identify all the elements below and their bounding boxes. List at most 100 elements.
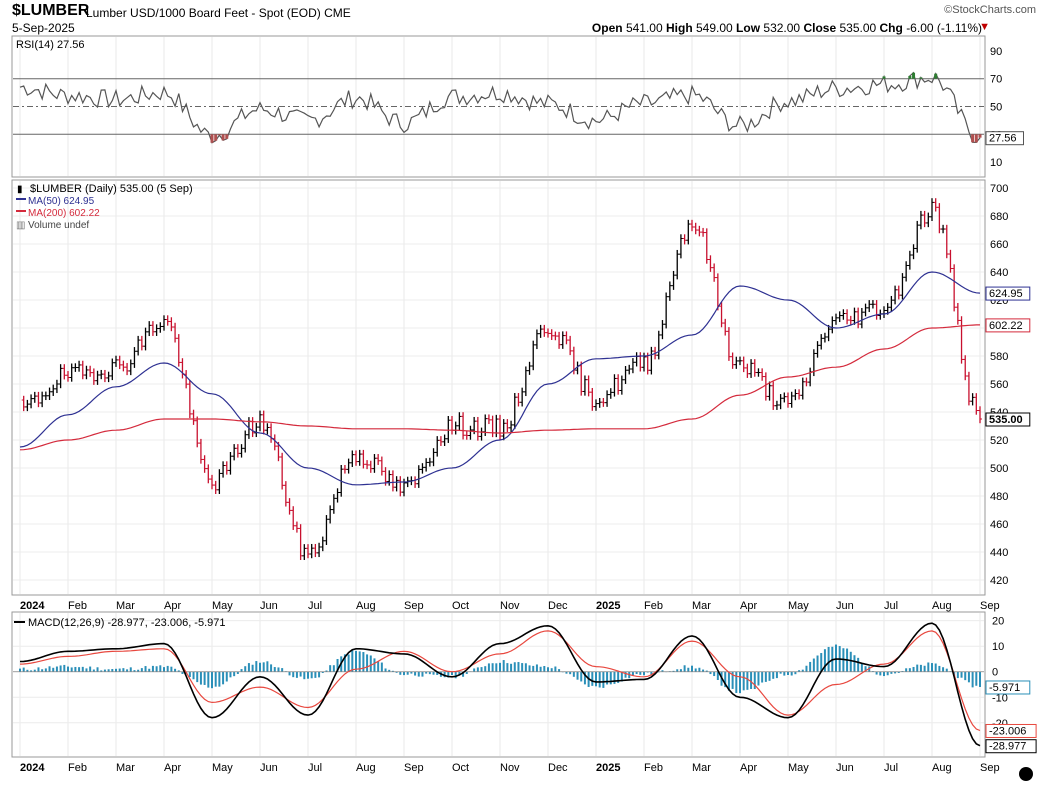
ma200-legend: MA(200) 602.22 <box>28 208 100 219</box>
x-tick-label-mid: Jun <box>260 600 278 612</box>
price-series <box>19 198 982 561</box>
axis-labels: 9070503010700680660640620600580560540520… <box>20 46 1037 774</box>
macd-series <box>13 622 984 747</box>
high-label: High <box>665 21 693 35</box>
x-tick-label-mid: Mar <box>116 600 135 612</box>
macd-last-value: -28.977 <box>989 741 1026 753</box>
candlestick-icon: ▮ <box>17 184 23 195</box>
chart-date: 5-Sep-2025 <box>12 21 75 35</box>
description-text: Lumber USD/1000 Board Feet - Spot (EOD) <box>86 6 321 20</box>
ma200-last-value: 602.22 <box>989 320 1023 332</box>
ma50-last-value-box <box>985 286 1031 301</box>
close-label: Close <box>803 21 837 35</box>
rsi-tick-label: 70 <box>990 74 1002 86</box>
x-tick-label-mid: Mar <box>692 600 711 612</box>
x-tick-label-bottom: Apr <box>740 762 757 774</box>
x-tick-label-bottom: Oct <box>452 762 469 774</box>
x-tick-label-mid: Aug <box>356 600 376 612</box>
x-tick-label-mid: Feb <box>644 600 663 612</box>
x-tick-label-bottom: Sep <box>980 762 1000 774</box>
x-tick-label-bottom: May <box>788 762 809 774</box>
x-tick-label-mid: May <box>212 600 233 612</box>
x-tick-label-mid: Apr <box>740 600 757 612</box>
price-tick-label: 440 <box>990 547 1008 559</box>
rsi-tick-label: 90 <box>990 46 1002 58</box>
exchange-text: CME <box>324 6 351 20</box>
x-tick-label-bottom: Mar <box>116 762 135 774</box>
low-label: Low <box>736 21 761 35</box>
x-tick-label-bottom: 2024 <box>20 762 45 774</box>
x-tick-label-mid: Nov <box>500 600 520 612</box>
macd-last-value-box <box>985 739 1037 754</box>
chg-down-icon: ▼ <box>979 21 990 33</box>
x-tick-label-mid: 2024 <box>20 600 45 612</box>
macd-tick-label: 10 <box>992 641 1004 653</box>
ma50-line <box>19 271 981 486</box>
volume-bars-icon: ▥ <box>16 220 25 231</box>
ma200-last-value-box <box>985 318 1031 333</box>
x-tick-label-bottom: Aug <box>932 762 952 774</box>
macd-signal-last-value-box <box>985 723 1037 738</box>
close-value: 535.00 <box>839 21 877 35</box>
x-tick-label-bottom: 2025 <box>596 762 620 774</box>
price-tick-label: 660 <box>990 239 1008 251</box>
x-tick-label-mid: Oct <box>452 600 469 612</box>
price-tick-label: 480 <box>990 491 1008 503</box>
x-tick-label-bottom: Jun <box>260 762 278 774</box>
x-tick-label-mid: Apr <box>164 600 181 612</box>
x-tick-label-bottom: Apr <box>164 762 181 774</box>
chg-label: Chg <box>879 21 903 35</box>
x-tick-label-mid: Feb <box>68 600 87 612</box>
x-tick-label-bottom: Dec <box>548 762 568 774</box>
chart-grid <box>13 37 984 756</box>
macd-legend-swatch <box>14 621 25 623</box>
price-tick-label: 580 <box>990 351 1008 363</box>
ohlc-summary: Open 541.00 High 549.00 Low 532.00 Close… <box>592 21 982 35</box>
x-tick-label-bottom: Feb <box>68 762 87 774</box>
chg-value: -6.00 (-1.11%) <box>906 21 982 35</box>
price-tick-label: 560 <box>990 379 1008 391</box>
rsi-last-value: 27.56 <box>989 133 1017 145</box>
x-tick-label-mid: Dec <box>548 600 568 612</box>
rsi-line <box>19 71 981 144</box>
x-tick-label-bottom: Jul <box>884 762 898 774</box>
macd-line <box>19 622 981 747</box>
price-tick-label: 420 <box>990 575 1008 587</box>
x-tick-label-mid: Jul <box>884 600 898 612</box>
price-tick-label: 700 <box>990 183 1008 195</box>
price-panel-frame <box>11 179 986 596</box>
rsi-last-value-box <box>985 131 1024 146</box>
x-tick-label-mid: May <box>788 600 809 612</box>
x-tick-label-mid: Sep <box>404 600 424 612</box>
x-tick-label-mid: Jun <box>836 600 854 612</box>
x-tick-label-bottom: Feb <box>644 762 663 774</box>
x-tick-label-bottom: Jul <box>308 762 322 774</box>
x-tick-label-bottom: Mar <box>692 762 711 774</box>
rsi-reference-lines <box>13 78 984 135</box>
x-tick-label-bottom: May <box>212 762 233 774</box>
rsi-series <box>19 71 982 144</box>
x-tick-label-mid: Sep <box>980 600 1000 612</box>
brand-label: ©StockCharts.com <box>944 4 1036 16</box>
x-tick-label-bottom: Jun <box>836 762 854 774</box>
high-value: 549.00 <box>696 21 733 35</box>
macd-hist-last-value: -5.971 <box>989 682 1020 694</box>
ma200-line <box>19 324 980 451</box>
x-tick-label-mid: Jul <box>308 600 322 612</box>
price-last-value-box <box>985 412 1031 427</box>
x-tick-label-mid: Aug <box>932 600 952 612</box>
chart-description: Lumber USD/1000 Board Feet - Spot (EOD) … <box>86 6 351 20</box>
macd-tick-label: 0 <box>992 667 998 679</box>
corner-dot-icon <box>1019 767 1033 781</box>
macd-signal-last-value: -23.006 <box>989 725 1026 737</box>
ma50-last-value: 624.95 <box>989 288 1023 300</box>
price-tick-label: 460 <box>990 519 1008 531</box>
open-label: Open <box>591 21 623 35</box>
macd-panel-frame <box>11 611 986 758</box>
macd-tick-label: 20 <box>992 616 1004 628</box>
x-tick-label-bottom: Sep <box>404 762 424 774</box>
macd-legend: MACD(12,26,9) -28.977, -23.006, -5.971 <box>28 617 226 629</box>
ma200-legend-swatch <box>16 210 26 212</box>
price-tick-label: 500 <box>990 463 1008 475</box>
